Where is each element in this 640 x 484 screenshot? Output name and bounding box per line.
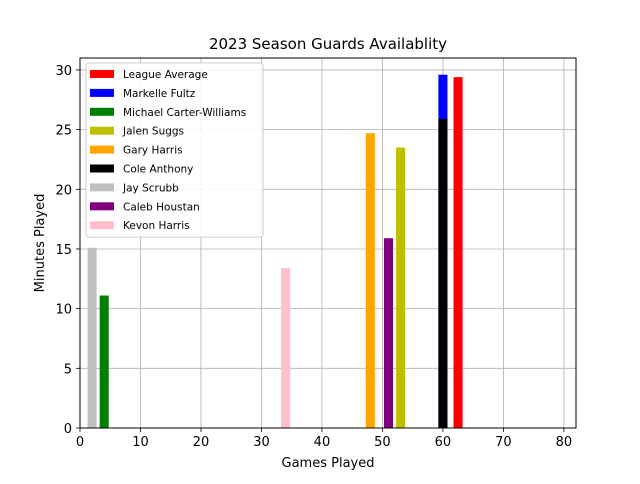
- x-tick-label: 20: [193, 435, 210, 450]
- x-tick-label: 10: [132, 435, 149, 450]
- bar-kevon-harris: [281, 268, 291, 428]
- x-tick-label: 0: [76, 435, 84, 450]
- legend-label: Caleb Houstan: [123, 201, 200, 213]
- y-tick-label: 30: [55, 64, 72, 79]
- x-tick-label: 80: [556, 435, 573, 450]
- x-tick-label: 60: [435, 435, 452, 450]
- legend-swatch: [90, 126, 114, 135]
- x-tick-label: 70: [495, 435, 512, 450]
- x-ticks: 0 10 20 30 40 50 60 70 80: [76, 428, 572, 450]
- y-tick-label: 25: [55, 124, 72, 139]
- bar-michael-carter-williams: [99, 295, 109, 428]
- y-axis-label: Minutes Played: [33, 194, 48, 293]
- bars: [87, 74, 463, 429]
- y-tick-label: 5: [64, 362, 72, 377]
- legend-label: League Average: [123, 69, 208, 81]
- legend-swatch: [90, 107, 114, 116]
- y-ticks: 0 5 10 15 20 25 30: [55, 64, 80, 437]
- bar-jay-scrubb: [87, 247, 97, 428]
- y-tick-label: 20: [55, 183, 72, 198]
- bar-league-average: [453, 77, 463, 428]
- legend-swatch: [90, 164, 114, 173]
- bar-cole-anthony: [438, 118, 448, 428]
- y-tick-label: 0: [64, 422, 72, 437]
- legend-label: Jay Scrubb: [122, 182, 179, 194]
- legend: League Average Markelle Fultz Michael Cart…: [85, 62, 264, 238]
- bar-jalen-suggs: [396, 147, 406, 429]
- legend-box: [85, 62, 264, 238]
- y-tick-label: 15: [55, 243, 72, 258]
- legend-swatch: [90, 202, 114, 211]
- legend-swatch: [90, 183, 114, 192]
- x-tick-label: 50: [374, 435, 391, 450]
- grid: [79, 58, 576, 429]
- plot-frame: [79, 57, 577, 429]
- legend-swatch: [90, 70, 114, 78]
- chart-title: 2023 Season Guards Availablity: [209, 35, 447, 53]
- x-axis-label: Games Played: [282, 456, 375, 471]
- legend-label: Gary Harris: [123, 145, 183, 157]
- bar-caleb-houstan: [383, 238, 394, 428]
- x-tick-label: 40: [314, 435, 331, 450]
- y-tick-label: 10: [55, 303, 72, 318]
- x-tick-label: 30: [253, 435, 270, 450]
- legend-label: Markelle Fultz: [123, 88, 196, 100]
- legend-swatch: [90, 145, 114, 154]
- legend-label: Michael Carter-Williams: [123, 107, 246, 119]
- bar-gary-harris: [365, 133, 375, 428]
- legend-label: Kevon Harris: [123, 220, 190, 232]
- legend-label: Jalen Suggs: [122, 126, 184, 138]
- legend-label: Cole Anthony: [123, 164, 193, 176]
- legend-swatch: [90, 88, 114, 97]
- legend-swatch: [90, 221, 114, 230]
